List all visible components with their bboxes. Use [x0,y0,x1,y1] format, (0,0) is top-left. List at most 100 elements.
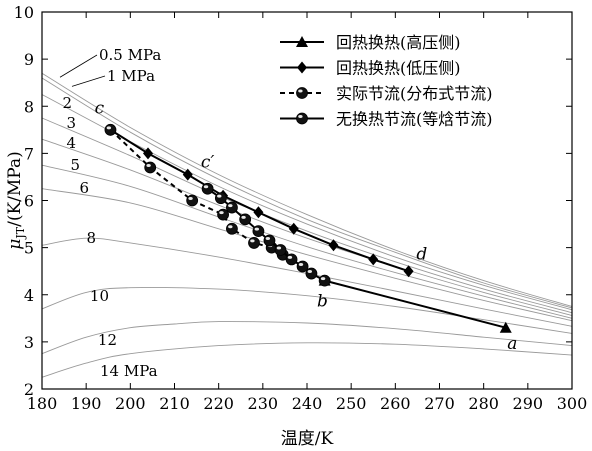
isobar-label: 0.5 MPa [99,46,161,64]
isobar-label: 4 [66,134,76,152]
sphere-marker-highlight [188,197,193,200]
sphere-marker [186,194,199,207]
legend-background [274,26,566,134]
sphere-marker-highlight [217,194,222,198]
sphere-marker-body [252,225,265,238]
sphere-marker [274,244,287,256]
y-tick-label: 10 [14,3,34,22]
diamond-marker [143,147,153,160]
isobar-label-leader [59,54,98,78]
y-axis-label-symbol: μ [5,239,25,250]
isobar-label: 10 [90,287,109,305]
point-label: c [95,98,105,118]
isobar-label-leader [71,75,106,87]
sphere-marker-body [214,192,227,205]
isobar-label: 12 [98,331,117,349]
isobar-curve [41,237,573,327]
isobar-label: 14 MPa [100,362,158,380]
sphere-marker [296,260,309,273]
sphere-marker-highlight [265,237,271,241]
sphere-marker-highlight [298,89,303,93]
sphere-marker-highlight [106,126,112,130]
sphere-marker-body [296,112,308,125]
isobar-curve [41,138,573,316]
legend: 回热换热(高压侧) 回热换热(低压侧) 实际节流(分布式节流) 无换热节流(等焓… [274,26,566,134]
sphere-marker-body [186,194,199,207]
x-tick-label: 280 [468,394,499,413]
y-axis-label: μJT/(K/MPa) [5,151,27,249]
sphere-marker [305,267,318,280]
legend-entry-isenthalpic-throttling: 无换热节流(等焓节流) [280,110,493,129]
sphere-marker-highlight [146,164,151,168]
sphere-marker-body [296,260,309,273]
sphere-marker-body [305,267,318,280]
sphere-marker [201,182,214,195]
isobar-label: 6 [79,179,89,197]
x-tick-label: 220 [203,394,234,413]
legend-entry-high-pressure: 回热换热(高压侧) [280,33,461,52]
sphere-marker [239,213,252,226]
series-line [324,279,507,329]
sphere-marker-body [104,123,117,136]
sphere-marker [226,222,238,235]
legend-label: 回热换热(低压侧) [336,59,461,78]
x-tick-label: 210 [159,394,190,413]
point-label: a [507,334,517,354]
annotations: c c′ d b a [95,98,518,354]
sphere-marker [318,274,331,287]
x-tick-label: 300 [557,394,588,413]
diamond-marker [368,253,379,266]
isobar-curve [41,321,573,355]
y-tick-label: 8 [24,97,34,116]
sphere-marker-highlight [307,270,313,274]
sphere-marker-highlight [298,115,303,118]
isobar-curve [41,77,573,309]
legend-entry-distributed-throttling: 实际节流(分布式节流) [280,84,493,103]
diamond-marker [297,61,307,74]
data-series [104,123,512,333]
sphere-marker-body [296,87,308,99]
sphere-marker-highlight [276,246,282,250]
x-tick-label: 250 [336,394,367,413]
x-axis-label: 温度/K [281,429,334,449]
y-tick-label: 9 [24,50,34,69]
isobar-curve [41,287,573,334]
y-tick-label: 6 [24,192,34,211]
isobar-label: 8 [86,229,96,247]
isobar-label: 2 [62,94,72,112]
x-tick-label: 260 [380,394,411,413]
sphere-marker-body [226,201,238,214]
sphere-marker-highlight [228,225,233,229]
x-tick-label: 190 [71,394,102,413]
y-tick-label: 3 [24,333,34,352]
sphere-marker-highlight [219,211,224,215]
series-line [109,128,409,273]
sphere-marker-body [201,182,214,195]
x-tick-label: 200 [115,394,146,413]
legend-sphere-marker [296,87,308,99]
sphere-marker [104,123,117,136]
sphere-marker-body [248,237,260,249]
sphere-marker-highlight [287,255,293,259]
sphere-marker-body [263,234,276,247]
diamond-marker [253,206,264,219]
x-tick-label: 290 [513,394,544,413]
point-label: b [317,292,328,312]
diamond-marker [403,265,414,278]
sphere-marker-body [239,213,252,226]
isobar-label: 1 MPa [107,67,155,85]
sphere-marker [217,208,229,221]
sphere-marker-highlight [254,227,260,231]
sphere-marker [214,192,227,205]
point-label: d [416,244,427,264]
isobar-curve [41,164,573,319]
diamond-marker [328,239,339,252]
legend-label: 无换热节流(等焓节流) [336,110,493,129]
sphere-marker [144,161,157,174]
sphere-marker-body [285,253,298,266]
legend-diamond-marker [297,61,307,74]
sphere-marker [263,234,276,247]
diamond-marker [288,222,299,235]
sphere-marker-body [217,208,229,221]
